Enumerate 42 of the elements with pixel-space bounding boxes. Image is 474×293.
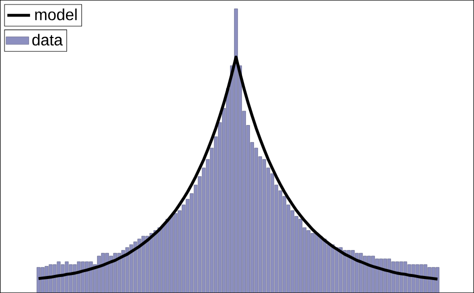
bar [383,258,387,293]
bar [262,159,266,293]
bar [363,256,367,293]
bar [89,261,93,293]
bar [52,264,57,293]
bar [109,256,113,293]
bar [314,232,318,293]
bar [318,236,322,293]
bar [342,250,347,293]
bar [81,261,85,293]
bar [117,252,121,293]
bar [36,267,40,293]
legend-label: data [32,34,63,46]
bar [322,238,326,293]
bar [154,230,158,293]
bar [391,261,395,293]
bar [359,252,363,293]
bar [158,227,162,293]
bar [141,236,146,293]
bar [76,261,81,293]
bar [395,261,400,293]
bar [150,232,154,293]
bar [346,250,351,293]
bar [355,252,359,293]
bar [137,238,142,293]
bar [436,267,440,293]
bar [85,261,89,293]
bar [72,264,77,293]
bar [56,261,61,293]
bar [121,250,126,293]
bar [129,244,134,293]
bar [330,244,335,293]
bar [97,256,101,293]
bar [125,247,130,293]
bar [351,250,355,293]
bar [113,252,117,293]
bar [399,261,404,293]
legend-label: model [35,8,77,20]
bar [387,258,391,293]
bar [415,264,420,293]
bar [44,266,48,293]
bar [145,236,150,293]
